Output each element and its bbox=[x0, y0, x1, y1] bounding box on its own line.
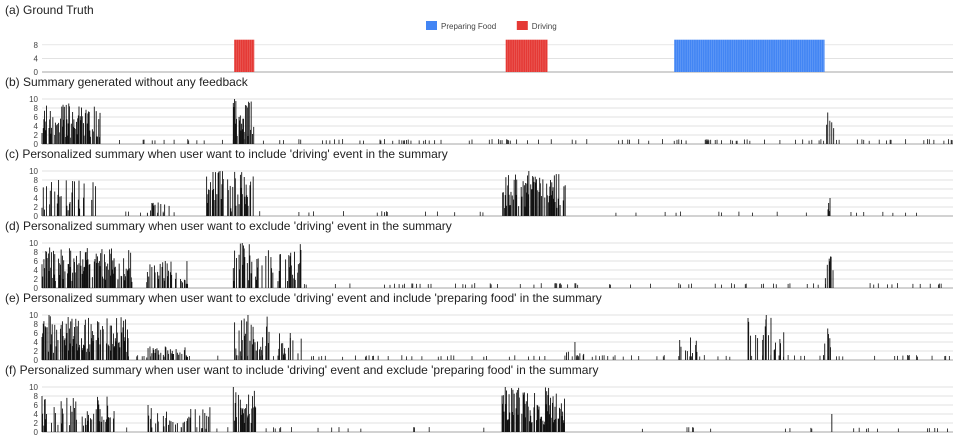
panel-title: (e) Personalized summary when user want … bbox=[5, 291, 602, 305]
panel-d: (d) Personalized summary when user want … bbox=[5, 219, 953, 293]
y-tick-label: 10 bbox=[29, 383, 38, 392]
event-segment bbox=[674, 39, 825, 72]
y-tick-label: 8 bbox=[34, 248, 39, 257]
y-tick-label: 4 bbox=[34, 194, 39, 203]
y-tick-label: 0 bbox=[34, 140, 39, 149]
y-tick-label: 4 bbox=[34, 338, 39, 347]
y-tick-label: 2 bbox=[34, 131, 39, 140]
y-tick-label: 4 bbox=[34, 122, 39, 131]
y-tick-label: 6 bbox=[34, 257, 39, 266]
y-tick-label: 6 bbox=[34, 185, 39, 194]
y-tick-label: 4 bbox=[34, 54, 39, 63]
panel-title: (a) Ground Truth bbox=[5, 3, 94, 17]
y-tick-label: 2 bbox=[34, 275, 39, 284]
y-tick-label: 2 bbox=[34, 347, 39, 356]
y-tick-label: 6 bbox=[34, 329, 39, 338]
y-tick-label: 2 bbox=[34, 419, 39, 428]
legend-label-0: Preparing Food bbox=[441, 22, 496, 31]
panel-f: (f) Personalized summary when user want … bbox=[5, 363, 953, 437]
legend-swatch-0 bbox=[426, 21, 437, 30]
panel-c: (c) Personalized summary when user want … bbox=[5, 147, 953, 221]
y-tick-label: 0 bbox=[34, 212, 39, 221]
panel-a: (a) Ground Truth 8 4 0 bbox=[5, 3, 953, 77]
y-tick-label: 10 bbox=[29, 239, 38, 248]
y-tick-label: 8 bbox=[34, 320, 39, 329]
y-tick-label: 0 bbox=[34, 356, 39, 365]
panel-title: (d) Personalized summary when user want … bbox=[5, 219, 452, 233]
y-tick-label: 0 bbox=[34, 68, 39, 77]
panel-e: (e) Personalized summary when user want … bbox=[5, 291, 953, 365]
event-segment bbox=[505, 39, 548, 72]
panel-title: (f) Personalized summary when user want … bbox=[5, 363, 598, 377]
y-tick-label: 8 bbox=[34, 104, 39, 113]
y-tick-label: 4 bbox=[34, 410, 39, 419]
y-tick-label: 8 bbox=[34, 392, 39, 401]
y-tick-label: 6 bbox=[34, 113, 39, 122]
y-tick-label: 10 bbox=[29, 167, 38, 176]
event-segment bbox=[234, 39, 255, 72]
panel-title: (b) Summary generated without any feedba… bbox=[5, 75, 249, 89]
panel-b: (b) Summary generated without any feedba… bbox=[5, 75, 953, 149]
y-tick-label: 0 bbox=[34, 284, 39, 293]
y-tick-label: 4 bbox=[34, 266, 39, 275]
y-tick-label: 10 bbox=[29, 311, 38, 320]
y-tick-label: 0 bbox=[34, 428, 39, 437]
y-tick-label: 10 bbox=[29, 95, 38, 104]
legend-label-1: Driving bbox=[532, 22, 557, 31]
legend-swatch-1 bbox=[516, 21, 528, 30]
y-tick-label: 2 bbox=[34, 203, 39, 212]
panel-title: (c) Personalized summary when user want … bbox=[5, 147, 448, 161]
y-tick-label: 8 bbox=[34, 176, 39, 185]
y-tick-label: 8 bbox=[34, 41, 39, 50]
y-tick-label: 6 bbox=[34, 401, 39, 410]
